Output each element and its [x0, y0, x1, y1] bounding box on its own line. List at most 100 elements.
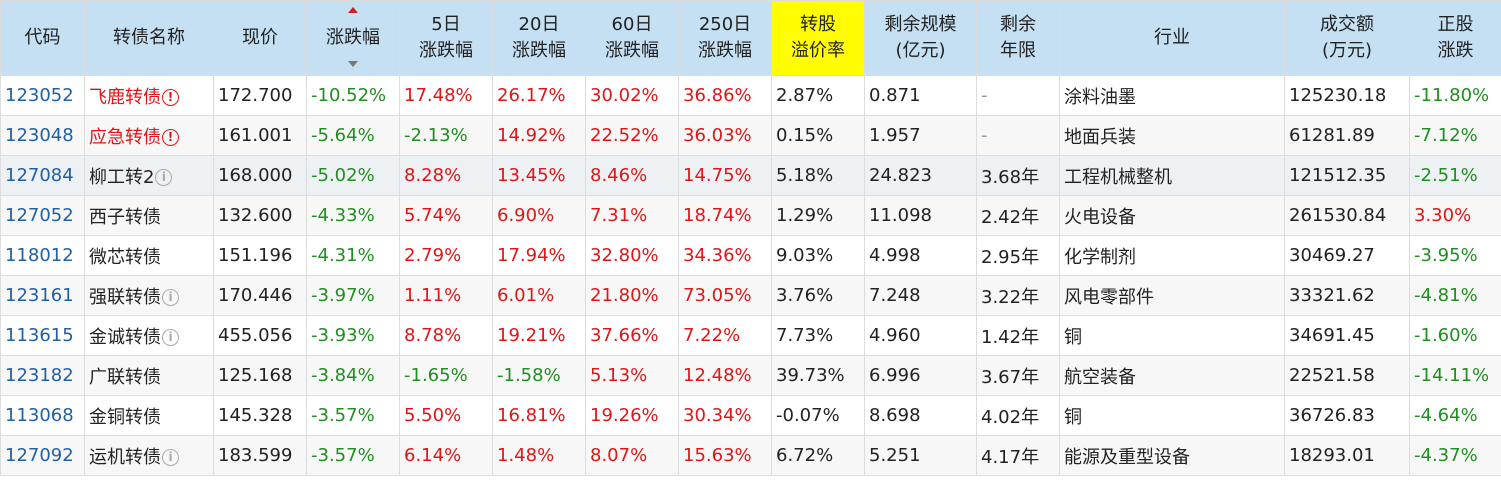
cell-code[interactable]: 123052 — [0, 75, 85, 116]
cell-name[interactable]: 柳工转2 i — [84, 155, 214, 196]
bond-name[interactable]: 应急转债 — [89, 126, 161, 148]
column-header-label: 代码 — [24, 27, 61, 48]
column-header-chg60[interactable]: 60日涨跌幅 — [585, 0, 679, 76]
cell-chg: -10.52% — [306, 75, 400, 116]
cell-industry: 能源及重型设备 — [1059, 435, 1285, 476]
cell-chg20: 6.90% — [492, 195, 586, 236]
info-icon[interactable]: i — [162, 288, 179, 306]
column-header-premium[interactable]: 转股 溢价率 — [771, 0, 865, 76]
cell-chg20: 26.17% — [492, 75, 586, 116]
table-row[interactable]: 123182 广联转债 125.168 -3.84% -1.65% -1.58% 5.13%… — [0, 355, 1501, 396]
table-row[interactable]: 123048 应急转债! 161.001 -5.64% -2.13% 14.92% 22.5… — [0, 115, 1501, 156]
bond-name[interactable]: 金诚转债 — [89, 326, 161, 348]
table-row[interactable]: 113615 金诚转债 i 455.056 -3.93% 8.78% 19.21% 37.66… — [0, 315, 1501, 356]
table-row[interactable]: 127052 西子转债 132.600 -4.33% 5.74% 6.90% 7.31% 18… — [0, 195, 1501, 236]
cell-years: - — [976, 115, 1060, 156]
cell-turnover: 22521.58 — [1284, 355, 1410, 396]
column-header-label: (亿元) — [895, 40, 946, 61]
cell-size: 24.823 — [864, 155, 977, 196]
cell-chg20: -1.58% — [492, 355, 586, 396]
cell-chg250: 30.34% — [678, 395, 772, 436]
column-header-label: 涨跌幅 — [419, 40, 473, 61]
column-header-chg20[interactable]: 20日 涨跌幅 — [492, 0, 586, 76]
cell-code[interactable]: 127052 — [0, 195, 85, 236]
cell-name[interactable]: 强联转债 i — [84, 275, 214, 316]
info-icon[interactable]: i — [162, 328, 179, 346]
cell-name[interactable]: 金诚转债 i — [84, 315, 214, 356]
table-row[interactable]: 123161 强联转债 i 170.446 -3.97% 1.11% 6.01% 21.80%… — [0, 275, 1501, 316]
cell-size: 6.996 — [864, 355, 977, 396]
cell-premium: 0.15% — [771, 115, 865, 156]
cell-price: 161.001 — [213, 115, 307, 156]
sort-desc-icon[interactable] — [348, 61, 358, 67]
cell-name[interactable]: 微芯转债 — [84, 235, 214, 276]
bond-name[interactable]: 广联转债 — [89, 366, 161, 388]
table-row[interactable]: 127084 柳工转2 i 168.000 -5.02% 8.28% 13.45% 8.46%… — [0, 155, 1501, 196]
cell-size: 8.698 — [864, 395, 977, 436]
cell-chg20: 17.94% — [492, 235, 586, 276]
info-icon[interactable]: i — [155, 168, 173, 186]
column-header-name[interactable]: 转债名称 — [84, 0, 214, 76]
cell-name[interactable]: 西子转债 — [84, 195, 214, 236]
cell-chg5: -1.65% — [399, 355, 493, 396]
cell-name[interactable]: 飞鹿转债! — [84, 75, 214, 116]
table-row[interactable]: 118012 微芯转债 151.196 -4.31% 2.79% 17.94% 32.80%… — [0, 235, 1501, 276]
table-row[interactable]: 123052 飞鹿转债! 172.700 -10.52% 17.48% 26.17% 30.… — [0, 75, 1501, 116]
cell-name[interactable]: 应急转债! — [84, 115, 214, 156]
warning-icon[interactable]: ! — [162, 128, 179, 146]
column-header-chg5[interactable]: 5日 涨跌幅 — [399, 0, 493, 76]
cell-code[interactable]: 113068 — [0, 395, 85, 436]
column-header-label: 60日 — [611, 14, 653, 35]
cell-turnover: 30469.27 — [1284, 235, 1410, 276]
column-header-chg[interactable]: 涨跌幅 — [306, 0, 400, 76]
cell-turnover: 18293.01 — [1284, 435, 1410, 476]
column-header-stock_chg[interactable]: 正股 涨跌 — [1409, 0, 1501, 76]
cell-stock_chg: 3.30% — [1409, 195, 1501, 236]
table-row[interactable]: 113068 金铜转债 145.328 -3.57% 5.50% 16.81% 19.26%… — [0, 395, 1501, 436]
cell-chg60: 30.02% — [585, 75, 679, 116]
cell-years: 3.68年 — [976, 155, 1060, 196]
info-icon[interactable]: i — [162, 448, 179, 466]
column-header-size[interactable]: 剩余规模 (亿元) — [864, 0, 977, 76]
cell-name[interactable]: 广联转债 — [84, 355, 214, 396]
cell-industry: 化学制剂 — [1059, 235, 1285, 276]
cell-chg250: 36.86% — [678, 75, 772, 116]
bond-name[interactable]: 强联转债 — [89, 286, 161, 308]
cell-size: 4.998 — [864, 235, 977, 276]
column-header-years[interactable]: 剩余 年限 — [976, 0, 1060, 76]
column-header-chg250[interactable]: 250日 涨跌幅 — [678, 0, 772, 76]
cell-code[interactable]: 123048 — [0, 115, 85, 156]
cell-code[interactable]: 127084 — [0, 155, 85, 196]
bond-name[interactable]: 微芯转债 — [89, 246, 161, 268]
bond-name[interactable]: 飞鹿转债 — [89, 86, 161, 108]
cell-chg60: 8.46% — [585, 155, 679, 196]
bond-name[interactable]: 西子转债 — [89, 206, 161, 228]
cell-name[interactable]: 金铜转债 — [84, 395, 214, 436]
cell-code[interactable]: 123182 — [0, 355, 85, 396]
cell-stock_chg: -3.95% — [1409, 235, 1501, 276]
column-header-label: 剩余 — [1000, 14, 1036, 35]
column-header-price[interactable]: 现价 — [213, 0, 307, 76]
bond-name[interactable]: 金铜转债 — [89, 406, 161, 428]
column-header-label: 正股 — [1437, 14, 1474, 35]
cell-name[interactable]: 运机转债 i — [84, 435, 214, 476]
column-header-turnover[interactable]: 成交额 (万元) — [1284, 0, 1410, 76]
sort-asc-icon[interactable] — [348, 7, 358, 13]
cell-industry: 铜 — [1059, 395, 1285, 436]
cell-chg: -3.57% — [306, 395, 400, 436]
cell-code[interactable]: 113615 — [0, 315, 85, 356]
column-header-label: 涨跌幅 — [605, 40, 659, 61]
table-row[interactable]: 127092 运机转债 i 183.599 -3.57% 6.14% 1.48% 8.07% 1… — [0, 435, 1501, 476]
cell-code[interactable]: 123161 — [0, 275, 85, 316]
column-header-industry[interactable]: 行业 — [1059, 0, 1285, 76]
column-header-code[interactable]: 代码 — [0, 0, 85, 76]
cell-chg60: 21.80% — [585, 275, 679, 316]
bond-name[interactable]: 柳工转2 — [89, 166, 155, 188]
warning-icon[interactable]: ! — [162, 88, 179, 106]
cell-price: 183.599 — [213, 435, 307, 476]
bond-name[interactable]: 运机转债 — [89, 446, 161, 468]
cell-code[interactable]: 127092 — [0, 435, 85, 476]
cell-code[interactable]: 118012 — [0, 235, 85, 276]
cell-size: 7.248 — [864, 275, 977, 316]
